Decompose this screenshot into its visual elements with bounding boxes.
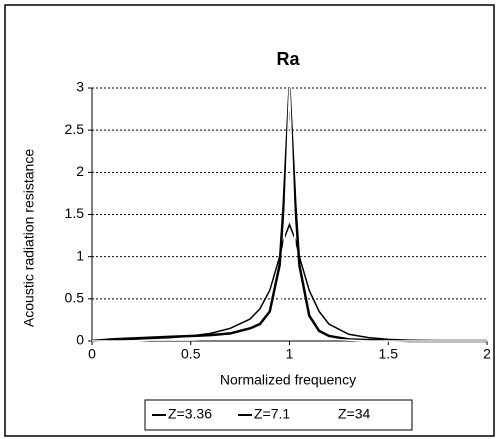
series-line bbox=[91, 87, 487, 343]
x-tick-label: 0 bbox=[88, 346, 96, 362]
x-tick-label: 0.5 bbox=[181, 346, 201, 362]
y-tick-label: 2.5 bbox=[65, 121, 85, 137]
y-tick-label: 3 bbox=[76, 79, 84, 95]
y-tick-label: 1 bbox=[76, 247, 84, 263]
y-axis-label: Acoustic radiation resistance bbox=[21, 149, 37, 327]
series-line bbox=[92, 87, 487, 342]
chart-frame bbox=[4, 4, 495, 437]
y-tick-label: 0 bbox=[76, 332, 84, 348]
chart-title: Ra bbox=[276, 49, 300, 69]
y-tick-label: 0.5 bbox=[65, 290, 85, 306]
legend-label: Z=34 bbox=[338, 406, 371, 422]
x-tick-label: 2 bbox=[483, 346, 491, 362]
x-tick-label: 1.5 bbox=[379, 346, 399, 362]
legend-box bbox=[144, 399, 413, 431]
legend-label: Z=7.1 bbox=[254, 406, 290, 422]
y-tick-label: 2 bbox=[76, 163, 84, 179]
x-tick-label: 1 bbox=[286, 346, 294, 362]
x-axis-label: Normalized frequency bbox=[220, 372, 356, 388]
legend-label: Z=3.36 bbox=[168, 406, 212, 422]
y-tick-label: 1.5 bbox=[65, 205, 85, 221]
